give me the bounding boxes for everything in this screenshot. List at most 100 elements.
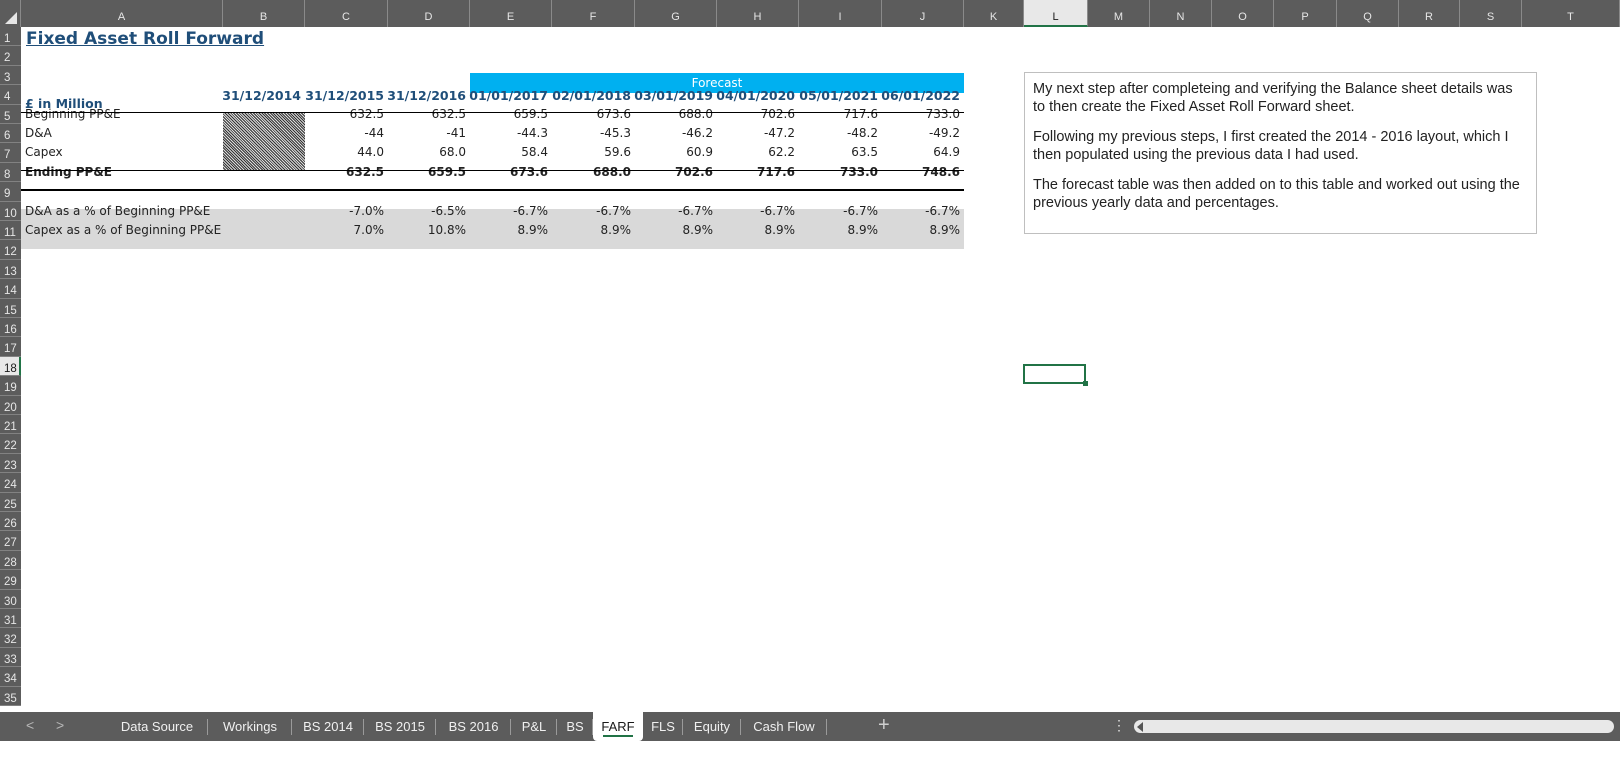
row-header-12[interactable]: 12	[0, 240, 21, 260]
column-header-g[interactable]: G	[635, 0, 717, 27]
sheet-tab-farf[interactable]: FARF	[593, 712, 643, 741]
row-header-27[interactable]: 27	[0, 531, 21, 551]
row-header-13[interactable]: 13	[0, 260, 21, 280]
row-header-15[interactable]: 15	[0, 299, 21, 318]
sheet-tab-bs-2016[interactable]: BS 2016	[436, 712, 511, 741]
table-value: 44.0	[357, 145, 384, 160]
row-header-9[interactable]: 9	[0, 182, 21, 202]
row-header-16[interactable]: 16	[0, 318, 21, 338]
table-value: 68.0	[439, 145, 466, 160]
add-sheet-icon[interactable]: +	[878, 714, 890, 736]
sheet-tab-data-source[interactable]: Data Source	[106, 712, 208, 741]
sheet-tab-equity[interactable]: Equity	[683, 712, 741, 741]
column-header-d[interactable]: D	[388, 0, 470, 27]
pct-value: 8.9%	[847, 223, 879, 237]
sheet-tab-cash-flow[interactable]: Cash Flow	[741, 712, 827, 741]
row-header-23[interactable]: 23	[0, 454, 21, 474]
total-topline	[21, 170, 964, 171]
row-header-32[interactable]: 32	[0, 628, 21, 648]
table-value: -44.3	[516, 126, 548, 140]
column-header-f[interactable]: F	[552, 0, 635, 27]
prev-sheet-icon[interactable]: <	[26, 717, 35, 733]
row-header-6[interactable]: 6	[0, 124, 21, 144]
row-header-29[interactable]: 29	[0, 570, 21, 590]
column-header-k[interactable]: K	[964, 0, 1024, 27]
date-header: 05/01/2021	[799, 88, 878, 104]
row-header-28[interactable]: 28	[0, 551, 21, 571]
row-header-21[interactable]: 21	[0, 415, 21, 435]
column-header-m[interactable]: M	[1088, 0, 1150, 27]
pct-value: -6.7%	[513, 203, 548, 218]
scroll-left-icon[interactable]	[1137, 722, 1143, 732]
column-header-h[interactable]: H	[717, 0, 799, 27]
row-header-30[interactable]: 30	[0, 590, 21, 609]
more-options-icon[interactable]: ⋮	[1112, 717, 1126, 733]
row-header-2[interactable]: 2	[0, 46, 21, 66]
pct-value: 8.9%	[764, 223, 796, 237]
row-header-20[interactable]: 20	[0, 396, 21, 415]
column-header-r[interactable]: R	[1399, 0, 1460, 27]
column-header-a[interactable]: A	[21, 0, 223, 27]
row-header-3[interactable]: 3	[0, 66, 21, 86]
sheet-tab-label: Data Source	[120, 719, 194, 734]
pct-value: 8.9%	[682, 223, 714, 237]
column-header-p[interactable]: P	[1274, 0, 1337, 27]
column-header-q[interactable]: Q	[1337, 0, 1399, 27]
row-header-18[interactable]: 18	[0, 356, 21, 377]
row-header-25[interactable]: 25	[0, 493, 21, 512]
pct-value: -6.7%	[678, 203, 713, 218]
column-header-l[interactable]: L	[1024, 0, 1088, 27]
table-value: 702.6	[760, 106, 795, 121]
column-header-b[interactable]: B	[223, 0, 305, 27]
tab-separator	[826, 719, 827, 735]
notes-textbox[interactable]: My next step after completeing and verif…	[1024, 72, 1537, 234]
horizontal-scrollbar[interactable]	[1134, 720, 1614, 733]
tab-separator	[363, 719, 364, 735]
sheet-tab-workings[interactable]: Workings	[208, 712, 292, 741]
row-header-17[interactable]: 17	[0, 337, 21, 357]
column-header-c[interactable]: C	[305, 0, 388, 27]
sheet-tab-bs-2015[interactable]: BS 2015	[364, 712, 436, 741]
sheet-tab-bs[interactable]: BS	[557, 712, 593, 741]
row-header-7[interactable]: 7	[0, 143, 21, 163]
date-header: 31/12/2015	[305, 88, 384, 104]
bottom-strip	[0, 741, 1620, 766]
column-header-n[interactable]: N	[1150, 0, 1212, 27]
row-header-34[interactable]: 34	[0, 667, 21, 687]
column-header-j[interactable]: J	[882, 0, 964, 27]
row-header-10[interactable]: 10	[0, 202, 21, 221]
column-header-o[interactable]: O	[1212, 0, 1274, 27]
header-underline	[21, 112, 964, 113]
row-label: Beginning PP&E	[25, 106, 121, 121]
sheet-tab-bs-2014[interactable]: BS 2014	[292, 712, 364, 741]
row-header-31[interactable]: 31	[0, 609, 21, 629]
sheet-tab-p-l[interactable]: P&L	[511, 712, 557, 741]
table-value: 632.5	[346, 164, 384, 179]
row-header-22[interactable]: 22	[0, 434, 21, 454]
row-header-8[interactable]: 8	[0, 163, 21, 183]
select-all-corner[interactable]	[0, 0, 21, 27]
column-header-e[interactable]: E	[470, 0, 552, 27]
row-header-1[interactable]: 1	[0, 27, 21, 47]
row-header-19[interactable]: 19	[0, 376, 21, 396]
row-header-24[interactable]: 24	[0, 473, 21, 493]
row-header-11[interactable]: 11	[0, 221, 21, 241]
column-header-s[interactable]: S	[1460, 0, 1522, 27]
column-header-i[interactable]: I	[799, 0, 882, 27]
row-header-5[interactable]: 5	[0, 105, 21, 124]
note-paragraph-3: The forecast table was then added on to …	[1033, 177, 1520, 211]
row-header-35[interactable]: 35	[0, 687, 21, 706]
date-header: 04/01/2020	[716, 88, 795, 104]
row-header-33[interactable]: 33	[0, 648, 21, 668]
active-cell[interactable]	[1023, 364, 1088, 386]
row-header-14[interactable]: 14	[0, 279, 21, 299]
sheet-tab-fls[interactable]: FLS	[643, 712, 683, 741]
row-header-26[interactable]: 26	[0, 512, 21, 532]
row-label: D&A	[25, 126, 52, 140]
table-value: 717.6	[843, 106, 878, 121]
row-header-4[interactable]: 4	[0, 85, 21, 105]
next-sheet-icon[interactable]: >	[56, 717, 65, 733]
column-header-t[interactable]: T	[1522, 0, 1620, 27]
sheet-tab-label: FARF	[601, 719, 635, 734]
